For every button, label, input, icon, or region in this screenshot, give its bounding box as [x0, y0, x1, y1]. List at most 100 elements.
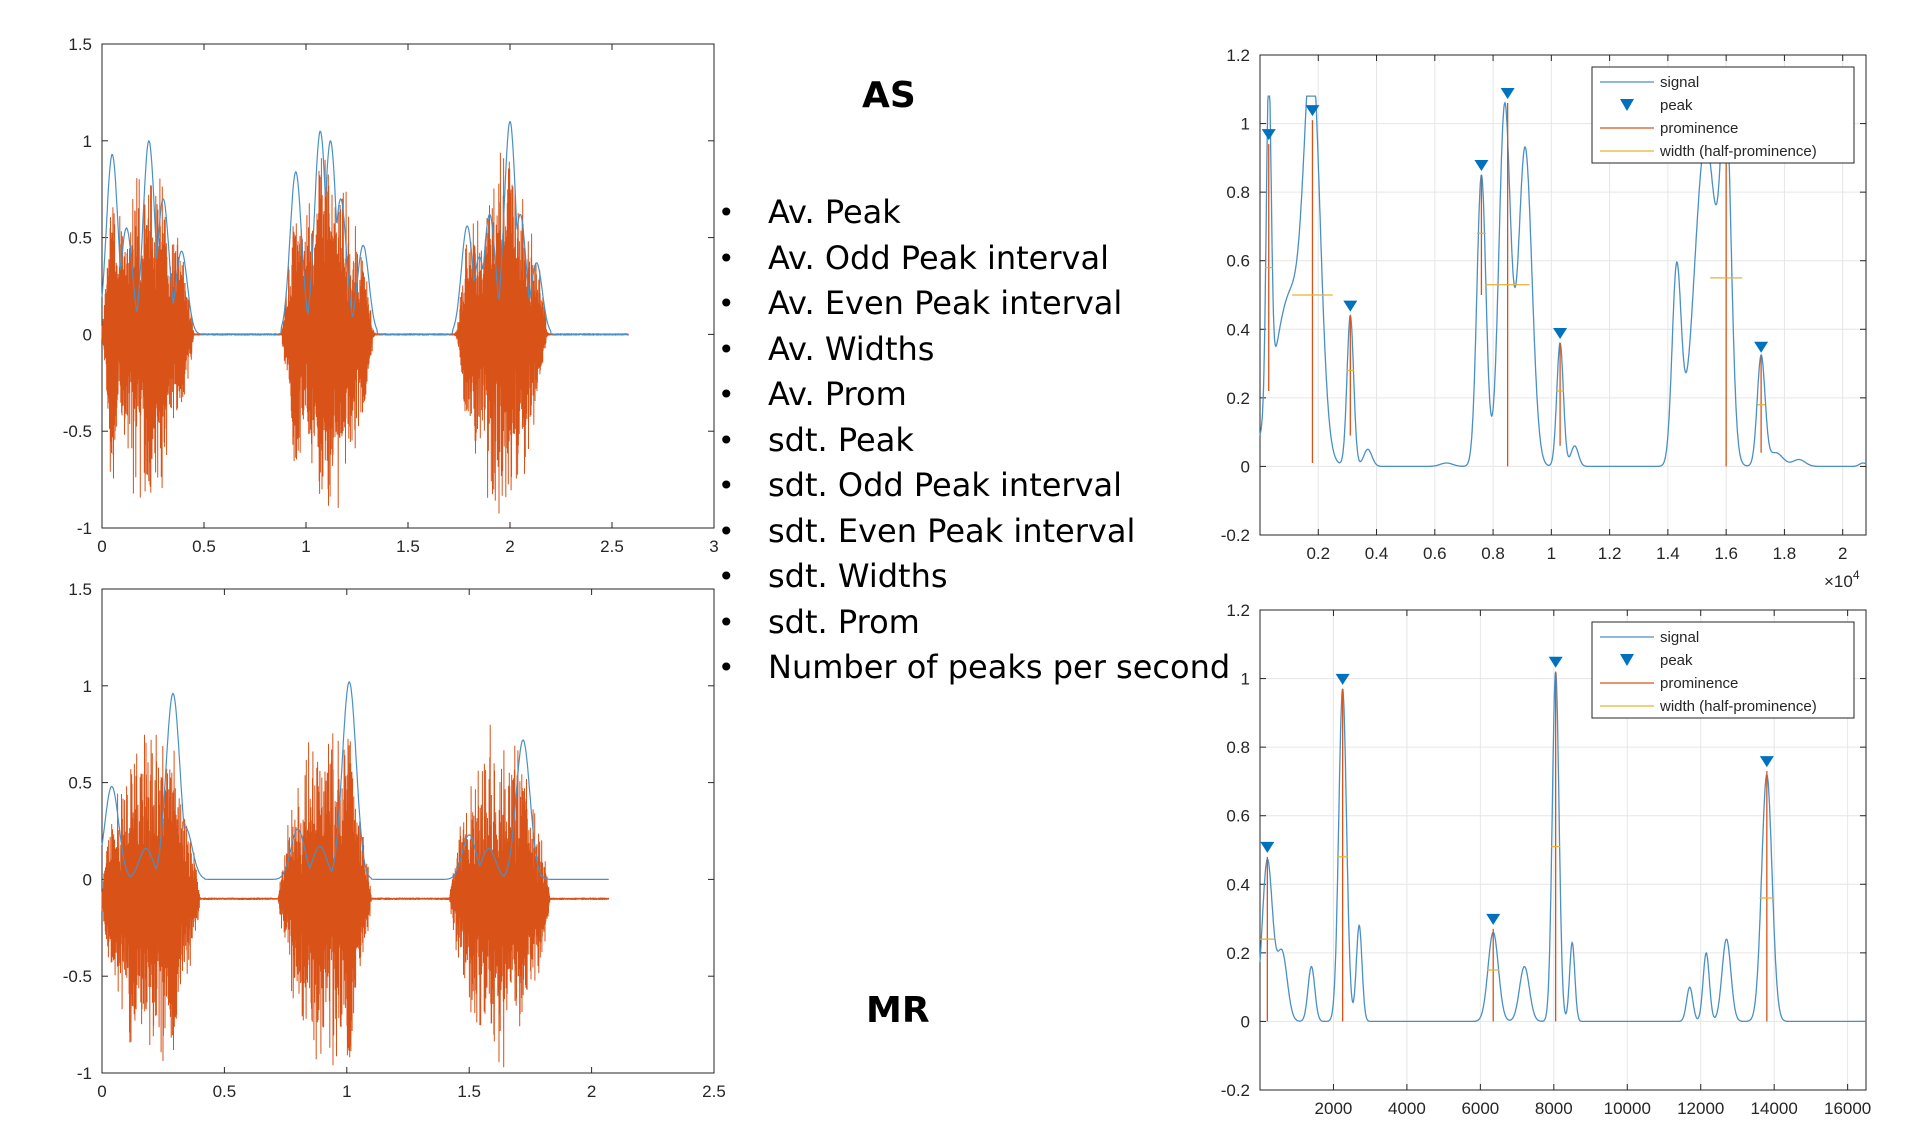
signal-line: [1259, 95, 1867, 468]
mr-label: MR: [866, 990, 930, 1031]
y-tick-label: 0.8: [1226, 738, 1250, 757]
envelope-line: [101, 120, 629, 335]
axes-frame: [1259, 609, 1867, 1091]
legend-entry: signal: [1660, 629, 1699, 646]
x-tick-label: 2000: [1315, 1099, 1353, 1118]
axis-exponent-power: 4: [1853, 568, 1860, 582]
y-tick-label: 0: [1241, 457, 1250, 476]
y-tick-label: 1.2: [1226, 46, 1250, 65]
x-tick-label: 1.6: [1714, 544, 1738, 563]
y-tick-label: -1: [77, 519, 92, 538]
signal-line: [1259, 671, 1866, 1023]
y-tick-label: 1.2: [1226, 601, 1250, 620]
x-tick-label: 1.5: [457, 1082, 481, 1101]
legend-entry: prominence: [1660, 675, 1738, 692]
legend-entry: peak: [1660, 652, 1693, 669]
y-tick-label: 1.5: [68, 35, 92, 54]
x-tick-label: 0.5: [213, 1082, 237, 1101]
y-tick-label: 0.4: [1226, 875, 1250, 894]
y-tick-label: -1: [77, 1064, 92, 1083]
raw-signal-line: [101, 152, 629, 514]
x-tick-label: 0: [97, 537, 106, 556]
peak-marker: [1343, 300, 1358, 312]
peak-marker: [1500, 88, 1515, 99]
legend-entry: signal: [1660, 74, 1699, 91]
y-tick-label: 1.5: [68, 580, 92, 599]
as-peaks-chart: 0.2 0.4 0.6 0.8 1 1.2 1.4 1.6 1.8 2-0.200.20.40.6…: [1221, 46, 1867, 590]
x-tick-label: 0.2: [1306, 544, 1330, 563]
y-tick-label: 1: [1241, 670, 1250, 689]
x-tick-label: 1: [342, 1082, 351, 1101]
x-tick-label: 0: [97, 1082, 106, 1101]
legend-peak-swatch: [1620, 99, 1634, 111]
peak-marker: [1335, 673, 1350, 685]
legend-entry: prominence: [1660, 120, 1738, 137]
mr-waveform-chart: 0 0.5 1 1.5 2 2.5 -1 -0.5 0 0.5 1 1.5: [63, 580, 726, 1101]
feature-list: Av. Peak Av. Odd Peak interval Av. Even …: [718, 190, 1230, 691]
x-tick-label: 6000: [1461, 1099, 1499, 1118]
x-tick-label: 0.5: [192, 537, 216, 556]
axes-frame: [101, 588, 715, 1074]
peak-marker: [1759, 756, 1774, 768]
x-tick-label: 2: [587, 1082, 596, 1101]
y-tick-label: -0.2: [1221, 1081, 1250, 1100]
peak-marker: [1486, 913, 1501, 925]
x-tick-label: 2: [1838, 544, 1847, 563]
x-tick-label: 0.6: [1423, 544, 1447, 563]
axes-frame: [101, 43, 715, 529]
feature-item: Av. Prom: [718, 372, 1230, 418]
as-waveform-chart: 0 0.5 1 1.5 2 2.5 3 -1 -0.5 0 0.5 1 1.5: [63, 35, 719, 556]
y-tick-label: 0.6: [1226, 252, 1250, 271]
x-tick-label: 2.5: [600, 537, 624, 556]
x-tick-label: 1.2: [1598, 544, 1622, 563]
axes-frame: [1259, 54, 1867, 536]
feature-item: sdt. Odd Peak interval: [718, 463, 1230, 509]
x-tick-label: 1: [301, 537, 310, 556]
x-tick-label: 2: [505, 537, 514, 556]
peak-marker: [1305, 105, 1320, 117]
peak-marker: [1548, 656, 1563, 668]
y-tick-label: -0.5: [63, 967, 92, 986]
x-tick-label: 2.5: [702, 1082, 726, 1101]
x-tick-label: 12000: [1677, 1099, 1724, 1118]
feature-item: sdt. Widths: [718, 554, 1230, 600]
x-tick-label: 10000: [1604, 1099, 1651, 1118]
legend-entry: peak: [1660, 97, 1693, 114]
legend-box: [1591, 621, 1855, 719]
feature-item: sdt. Even Peak interval: [718, 509, 1230, 555]
legend-entry: width (half-prominence): [1659, 698, 1817, 715]
y-tick-label: 0: [1241, 1012, 1250, 1031]
raw-signal-line: [101, 724, 610, 1068]
y-tick-label: 0.8: [1226, 183, 1250, 202]
peak-marker: [1754, 341, 1769, 353]
y-tick-label: 1: [83, 677, 92, 696]
as-label: AS: [862, 75, 916, 116]
feature-item: sdt. Prom: [718, 600, 1230, 646]
x-tick-label: 0.8: [1481, 544, 1505, 563]
x-tick-label: 1.8: [1773, 544, 1797, 563]
x-tick-label: 1.4: [1656, 544, 1680, 563]
y-tick-label: 0.2: [1226, 389, 1250, 408]
y-tick-label: 0: [83, 870, 92, 889]
x-tick-label: 1: [1547, 544, 1556, 563]
legend-entry: width (half-prominence): [1659, 143, 1817, 160]
peak-marker: [1474, 160, 1489, 171]
x-tick-label: 1.5: [396, 537, 420, 556]
y-tick-label: 1: [1241, 115, 1250, 134]
feature-item: Av. Peak: [718, 190, 1230, 236]
x-tick-label: 0.4: [1365, 544, 1389, 563]
mr-peaks-chart: 2000 4000 6000 8000 10000 12000 14000 16000 -0.2…: [1221, 601, 1872, 1118]
peak-marker: [1553, 328, 1568, 339]
y-tick-label: 1: [83, 132, 92, 151]
envelope-line: [101, 680, 609, 880]
y-tick-label: -0.5: [63, 422, 92, 441]
y-tick-label: 0.2: [1226, 944, 1250, 963]
y-tick-label: 0.4: [1226, 320, 1250, 339]
y-tick-label: 0: [83, 325, 92, 344]
legend-box: [1591, 66, 1855, 164]
legend-peak-swatch: [1620, 654, 1634, 666]
feature-item: Av. Odd Peak interval: [718, 236, 1230, 282]
axis-exponent: ×104: [1824, 568, 1860, 590]
y-tick-label: 0.6: [1226, 807, 1250, 826]
